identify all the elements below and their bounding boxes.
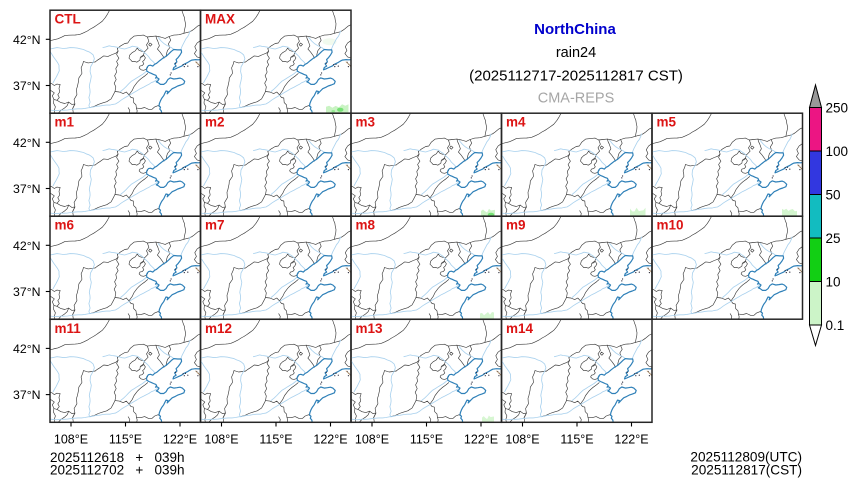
svg-text:108°E: 108°E <box>54 433 88 447</box>
svg-text:42°N: 42°N <box>13 33 40 47</box>
svg-text:m8: m8 <box>356 218 376 233</box>
svg-text:rain24: rain24 <box>556 45 596 61</box>
svg-text:108°E: 108°E <box>505 433 539 447</box>
svg-text:m6: m6 <box>55 218 75 233</box>
svg-text:115°E: 115°E <box>109 433 142 447</box>
svg-text:m1: m1 <box>55 115 75 130</box>
svg-text:37°N: 37°N <box>13 182 40 196</box>
svg-text:115°E: 115°E <box>410 433 443 447</box>
svg-text:m4: m4 <box>506 115 526 130</box>
svg-text:108°E: 108°E <box>355 433 389 447</box>
svg-text:m7: m7 <box>205 218 225 233</box>
svg-text:m2: m2 <box>205 115 225 130</box>
svg-text:MAX: MAX <box>205 12 235 27</box>
svg-text:m11: m11 <box>55 321 82 336</box>
svg-text:CMA-REPS: CMA-REPS <box>538 91 615 107</box>
svg-text:37°N: 37°N <box>13 79 40 93</box>
svg-text:122°E: 122°E <box>464 433 498 447</box>
svg-text:0.1: 0.1 <box>826 318 845 333</box>
svg-text:2025112702 + 039h: 2025112702 + 039h <box>50 463 185 478</box>
svg-text:42°N: 42°N <box>13 239 40 253</box>
svg-text:m5: m5 <box>657 115 677 130</box>
svg-text:m9: m9 <box>506 218 526 233</box>
svg-text:NorthChina: NorthChina <box>534 21 616 38</box>
svg-text:2025112809(UTC): 2025112809(UTC) <box>690 450 802 465</box>
svg-text:115°E: 115°E <box>560 433 593 447</box>
svg-text:10: 10 <box>826 274 841 289</box>
svg-text:108°E: 108°E <box>204 433 238 447</box>
svg-text:122°E: 122°E <box>313 433 347 447</box>
svg-text:250: 250 <box>826 100 849 115</box>
svg-text:m12: m12 <box>205 321 232 336</box>
svg-text:2025112618 + 039h: 2025112618 + 039h <box>50 450 185 465</box>
svg-text:25: 25 <box>826 231 841 246</box>
svg-text:2025112817(CST): 2025112817(CST) <box>691 463 802 478</box>
svg-text:100: 100 <box>826 144 849 159</box>
svg-text:42°N: 42°N <box>13 136 40 150</box>
svg-text:115°E: 115°E <box>259 433 292 447</box>
svg-text:m3: m3 <box>356 115 376 130</box>
svg-text:37°N: 37°N <box>13 388 40 402</box>
svg-text:122°E: 122°E <box>614 433 648 447</box>
svg-text:(2025112717-2025112817 CST): (2025112717-2025112817 CST) <box>469 68 683 85</box>
svg-text:122°E: 122°E <box>163 433 197 447</box>
svg-text:37°N: 37°N <box>13 285 40 299</box>
svg-text:50: 50 <box>826 187 841 202</box>
svg-text:m14: m14 <box>506 321 534 336</box>
svg-text:m13: m13 <box>356 321 384 336</box>
svg-text:m10: m10 <box>657 218 684 233</box>
svg-text:42°N: 42°N <box>13 342 40 356</box>
svg-text:CTL: CTL <box>55 12 81 27</box>
